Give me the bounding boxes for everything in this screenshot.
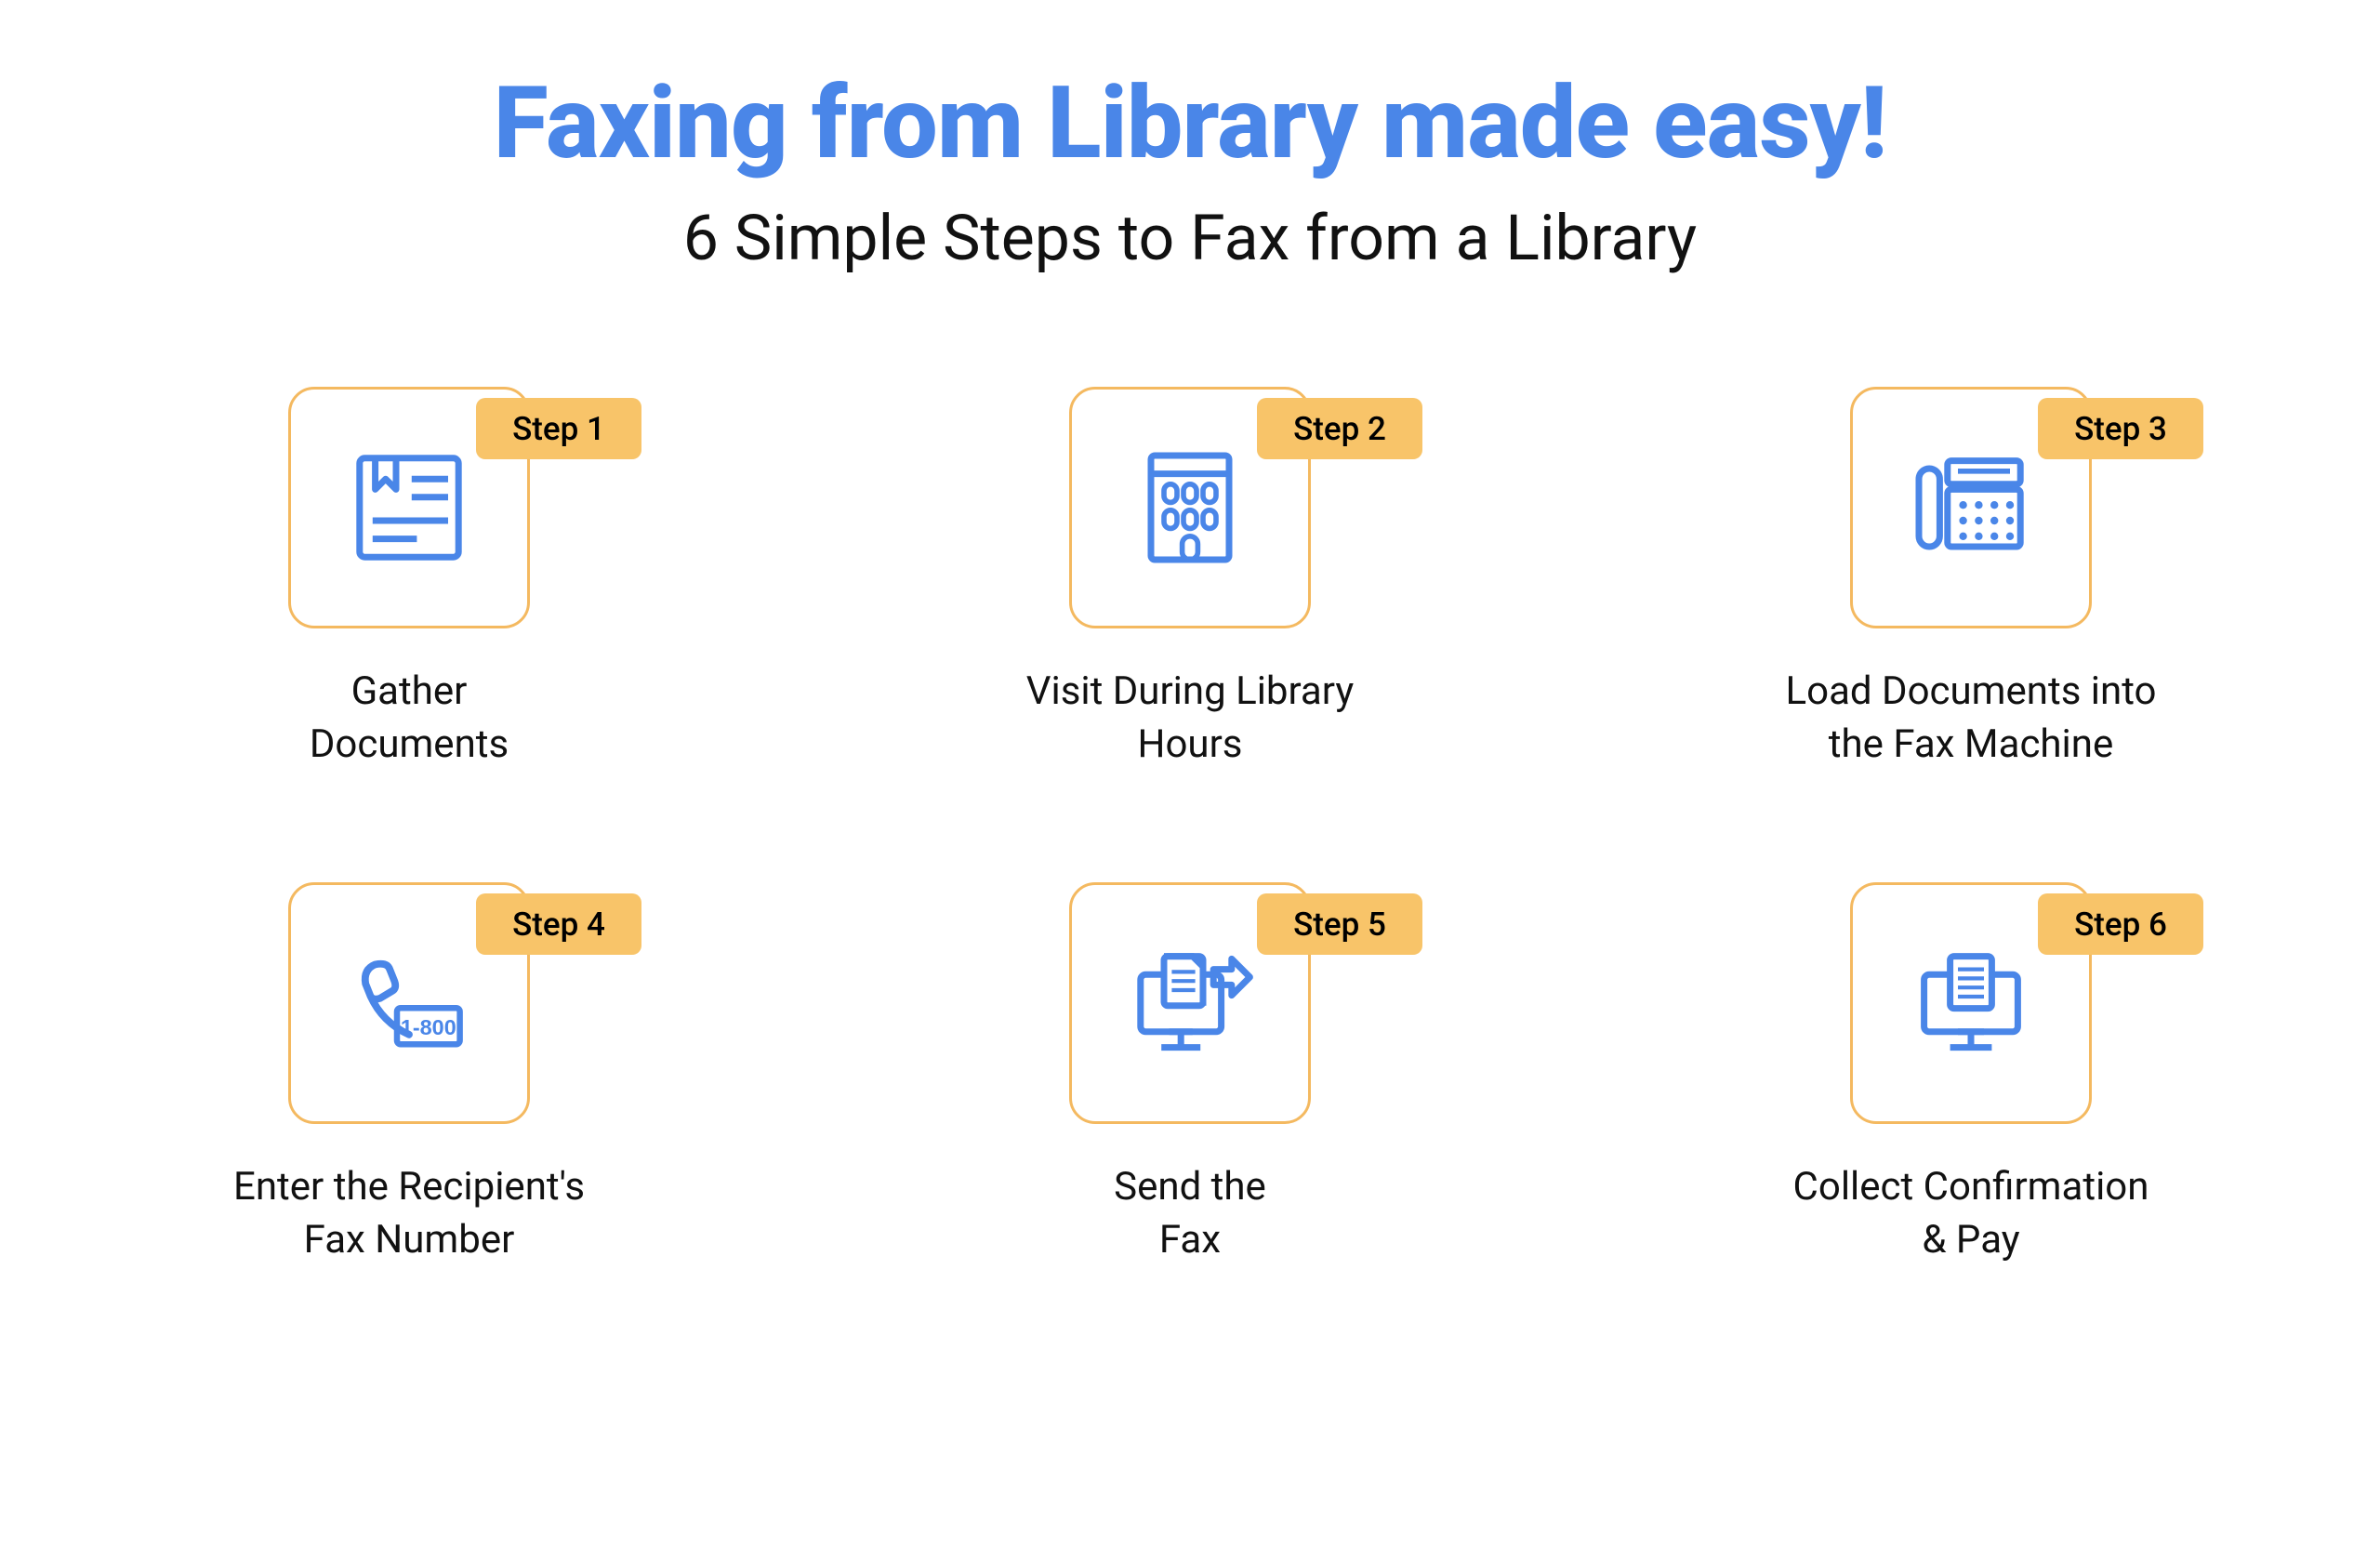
step-5: Step 5 Send the Fax: [995, 882, 1385, 1266]
building-icon: [1120, 438, 1260, 577]
step-card-wrap: Step 2: [1069, 387, 1311, 628]
step-label: Load Documents into the Fax Machine: [1786, 666, 2157, 771]
step-label: Gather Documents: [310, 666, 509, 771]
send-icon: [1120, 933, 1260, 1073]
step-card-wrap: Step 1: [288, 387, 530, 628]
step-3: Step 3 Load Documents into the Fax Machin…: [1776, 387, 2166, 771]
svg-text:1-800: 1-800: [401, 1015, 456, 1039]
step-card-wrap: Step 6: [1850, 882, 2092, 1124]
document-icon: [339, 438, 479, 577]
step-6: Step 6 Collect Confirmation & Pay: [1776, 882, 2166, 1266]
step-label: Visit During Library Hours: [1026, 666, 1355, 771]
fax-icon: [1901, 438, 2041, 577]
step-badge: Step 5: [1257, 893, 1422, 955]
main-title: Faxing from Library made easy!: [494, 65, 1887, 182]
step-4: 1-800 Step 4 Enter the Recipient's Fax Nu…: [214, 882, 604, 1266]
step-badge: Step 2: [1257, 398, 1422, 459]
step-card-wrap: Step 5: [1069, 882, 1311, 1124]
step-card-wrap: 1-800 Step 4: [288, 882, 530, 1124]
step-card-wrap: Step 3: [1850, 387, 2092, 628]
step-badge: Step 1: [476, 398, 641, 459]
steps-grid: Step 1 Gather Documents Step 2 Visit Durin…: [214, 387, 2166, 1267]
subtitle: 6 Simple Steps to Fax from a Library: [683, 201, 1697, 275]
phone1800-icon: 1-800: [339, 933, 479, 1073]
step-2: Step 2 Visit During Library Hours: [995, 387, 1385, 771]
step-label: Send the Fax: [1114, 1161, 1266, 1266]
step-badge: Step 3: [2038, 398, 2203, 459]
step-1: Step 1 Gather Documents: [214, 387, 604, 771]
step-label: Collect Confirmation & Pay: [1793, 1161, 2149, 1266]
step-label: Enter the Recipient's Fax Number: [233, 1161, 585, 1266]
infographic-container: Faxing from Library made easy! 6 Simple …: [74, 56, 2306, 1491]
step-badge: Step 6: [2038, 893, 2203, 955]
step-badge: Step 4: [476, 893, 641, 955]
confirm-icon: [1901, 933, 2041, 1073]
